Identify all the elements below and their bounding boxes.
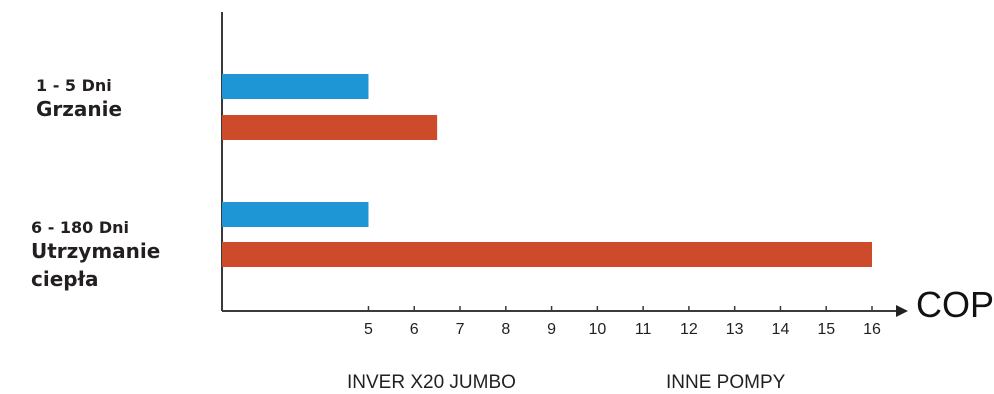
bar-cat1-series1	[222, 74, 369, 99]
x-tick-label-5: 5	[364, 321, 373, 338]
x-axis-title: COP	[916, 284, 994, 325]
x-axis-arrow	[896, 305, 908, 317]
bar-cat2-series1	[222, 202, 369, 227]
x-tick-label-6: 6	[410, 321, 419, 338]
category-1-label: 1 - 5 Dni Grzanie	[36, 76, 122, 123]
x-tick-label-14: 14	[772, 321, 790, 338]
x-tick-label-7: 7	[456, 321, 465, 338]
x-tick-label-10: 10	[588, 321, 606, 338]
category-1-name: Grzanie	[36, 97, 123, 121]
category-2-range: 6 - 180 Dni	[31, 218, 130, 237]
legend-entry-1: INVER X20 JUMBO	[347, 372, 516, 393]
legend-entry-2: INNE POMPY	[666, 372, 786, 393]
x-tick-label-13: 13	[726, 321, 744, 338]
bar-cat1-series2	[222, 115, 438, 140]
x-tick-label-11: 11	[635, 321, 652, 338]
x-tick-label-8: 8	[501, 321, 510, 338]
x-tick-label-15: 15	[817, 321, 835, 338]
category-2-name: Utrzymanie ciepła	[31, 239, 161, 291]
x-tick-label-12: 12	[680, 321, 698, 338]
category-1-range: 1 - 5 Dni	[36, 76, 112, 95]
x-tick-label-9: 9	[547, 321, 556, 338]
category-2-label: 6 - 180 Dni Utrzymanie ciepła	[31, 218, 191, 293]
x-tick-label-16: 16	[863, 321, 881, 338]
bar-cat2-series2	[222, 242, 872, 267]
